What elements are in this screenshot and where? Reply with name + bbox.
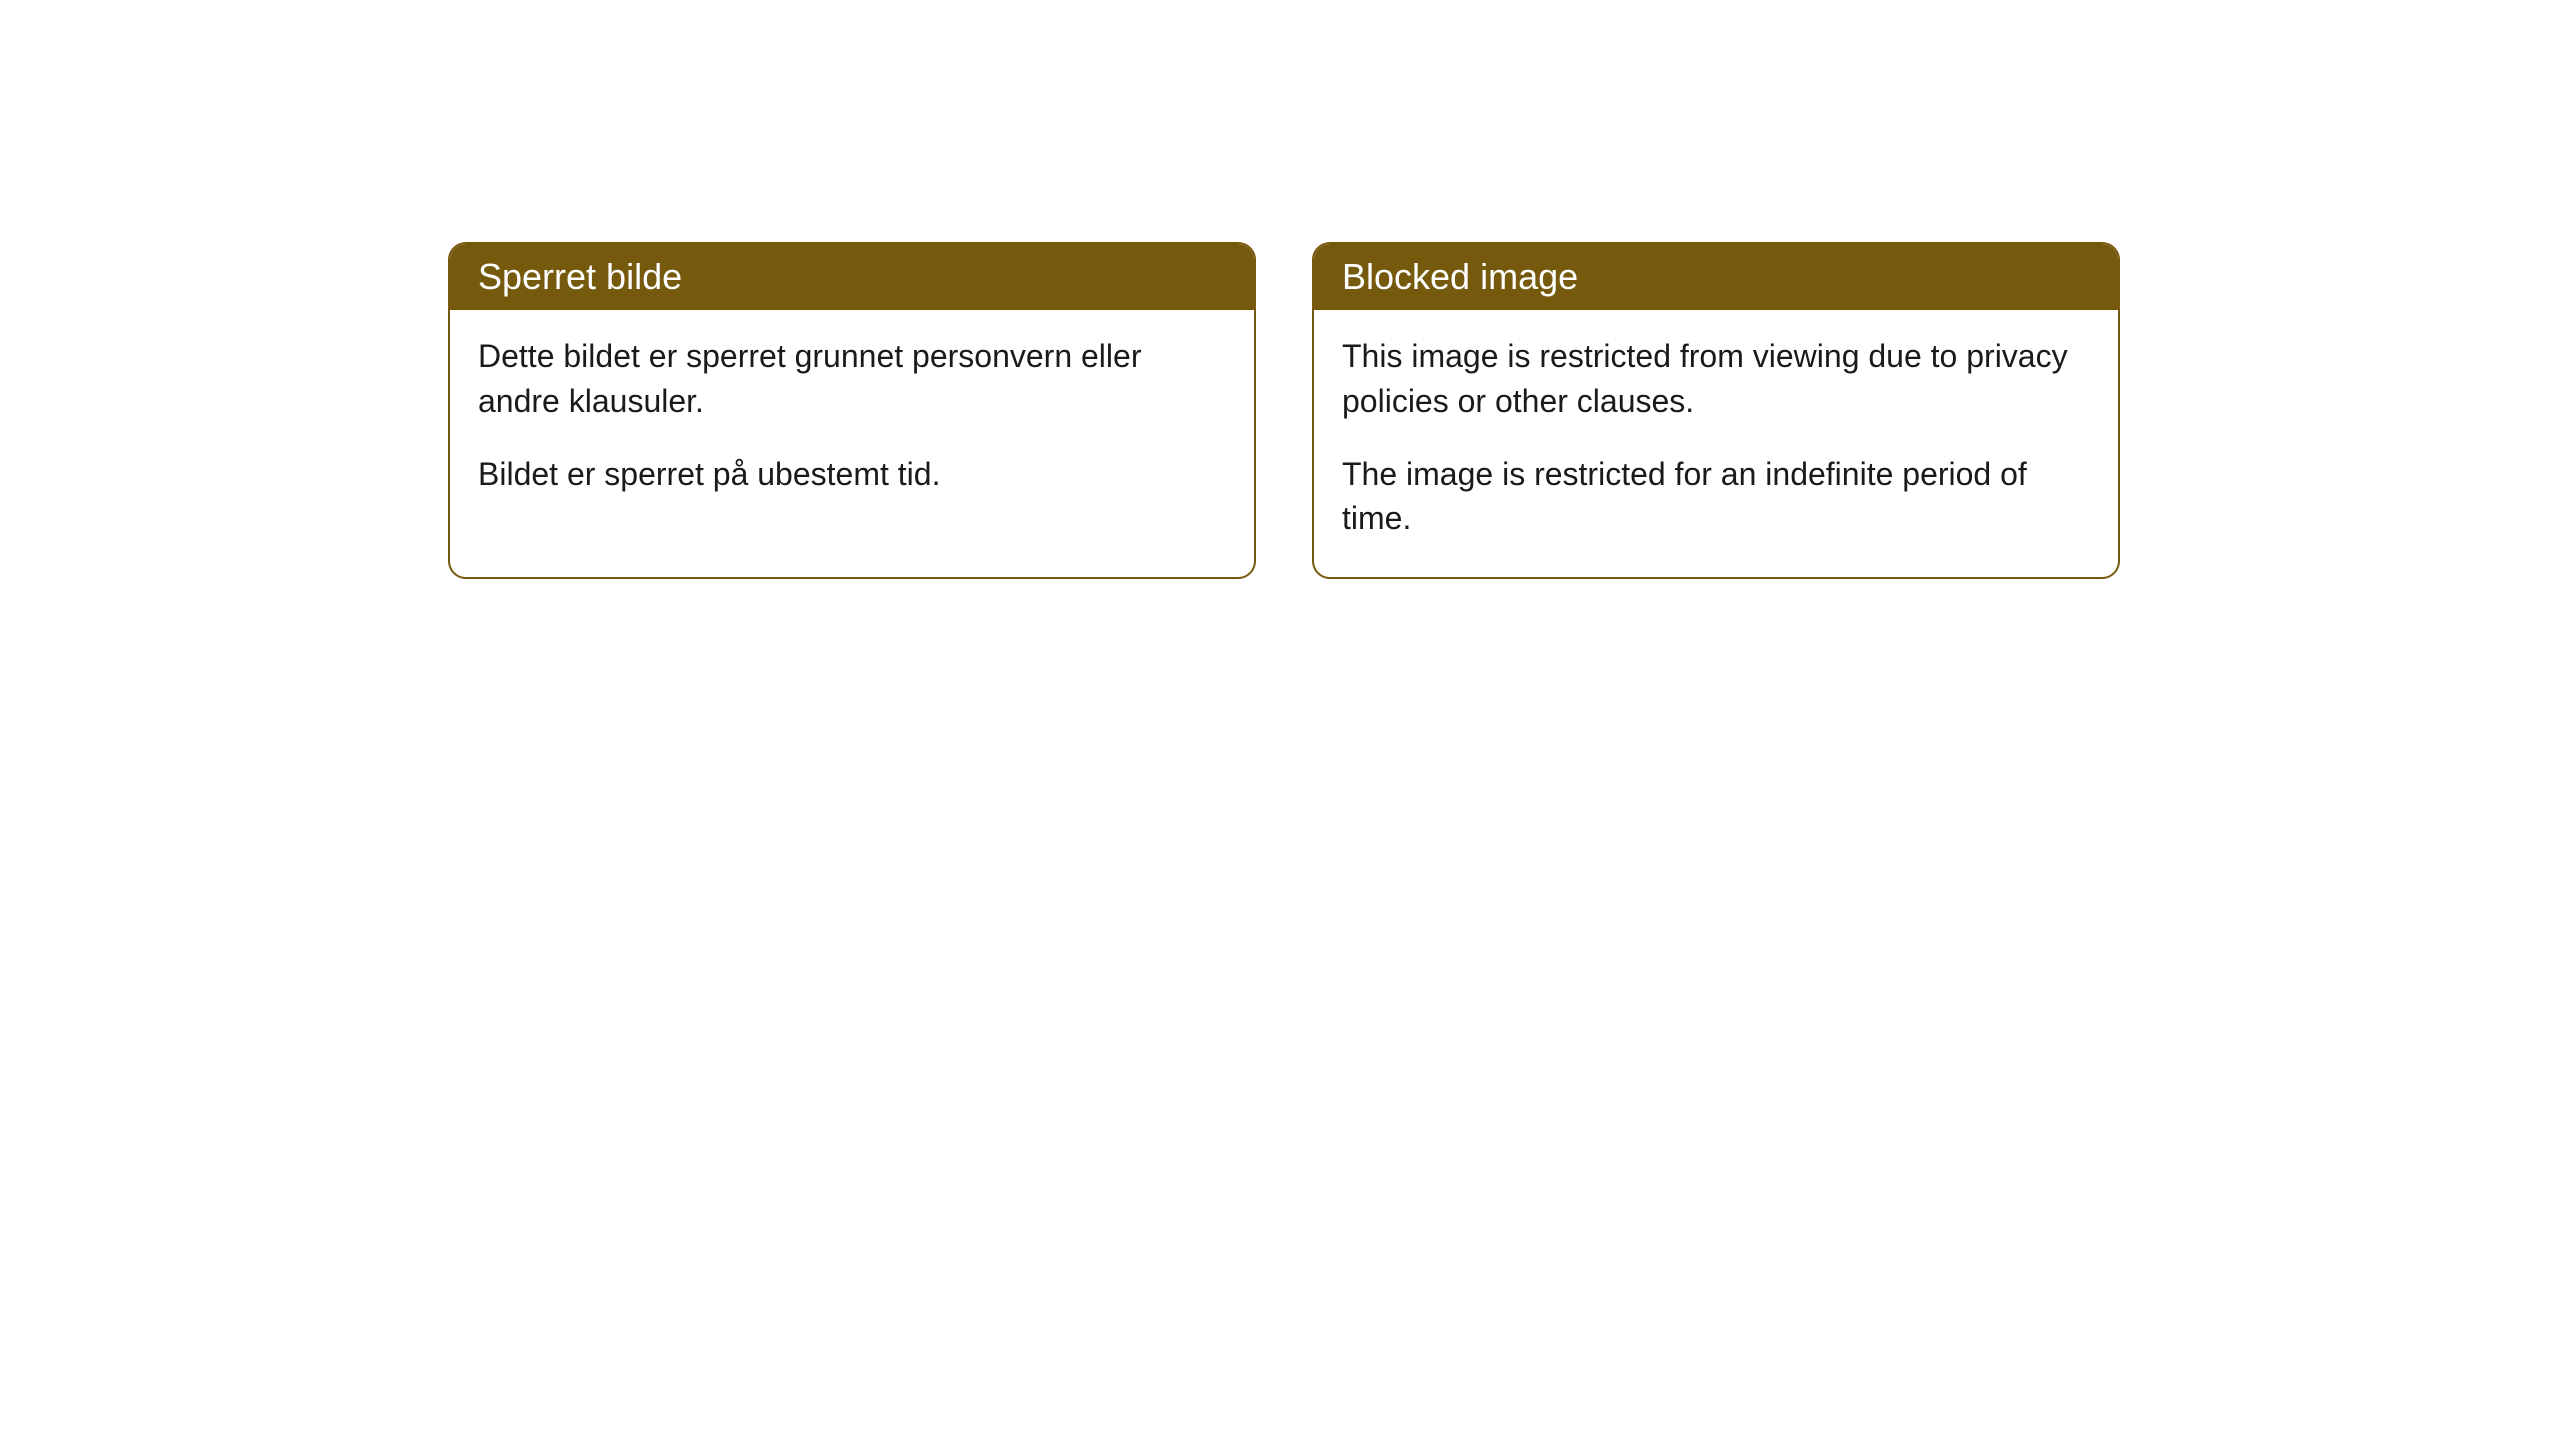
card-title: Sperret bilde (478, 256, 682, 297)
notice-card-norwegian: Sperret bilde Dette bildet er sperret gr… (448, 242, 1256, 579)
card-header-english: Blocked image (1314, 244, 2118, 310)
card-title: Blocked image (1342, 256, 1578, 297)
card-body-english: This image is restricted from viewing du… (1314, 310, 2118, 577)
card-paragraph: Bildet er sperret på ubestemt tid. (478, 452, 1226, 497)
card-body-norwegian: Dette bildet er sperret grunnet personve… (450, 310, 1254, 532)
card-paragraph: This image is restricted from viewing du… (1342, 334, 2090, 424)
card-paragraph: Dette bildet er sperret grunnet personve… (478, 334, 1226, 424)
card-header-norwegian: Sperret bilde (450, 244, 1254, 310)
notice-card-english: Blocked image This image is restricted f… (1312, 242, 2120, 579)
notice-cards-container: Sperret bilde Dette bildet er sperret gr… (448, 242, 2120, 579)
card-paragraph: The image is restricted for an indefinit… (1342, 452, 2090, 542)
